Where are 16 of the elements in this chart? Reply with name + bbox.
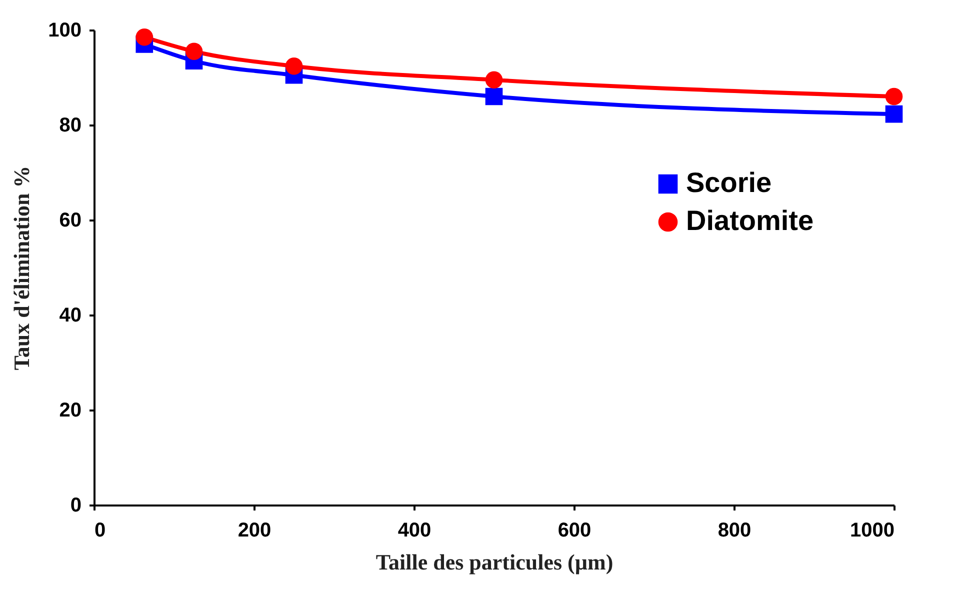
y-tick-label: 20 <box>59 400 82 422</box>
y-tick-label: 60 <box>59 210 82 232</box>
x-tick-label: 800 <box>718 520 752 542</box>
legend-label: Scorie <box>686 167 772 198</box>
x-axis-title: Taille des particules (µm) <box>376 550 614 574</box>
y-tick-label: 80 <box>59 114 82 136</box>
x-tick-label: 400 <box>398 520 432 542</box>
x-tick-label: 0 <box>94 520 106 542</box>
y-axis-title: Taux d'élimination % <box>9 166 34 370</box>
legend-label: Diatomite <box>686 205 814 236</box>
y-tick-label: 40 <box>59 304 82 326</box>
x-tick-label: 600 <box>558 520 592 542</box>
y-tick-label: 0 <box>70 494 82 516</box>
x-tick-label: 1000 <box>850 520 894 542</box>
x-tick-label: 200 <box>238 520 272 542</box>
y-tick-label: 100 <box>48 20 82 42</box>
